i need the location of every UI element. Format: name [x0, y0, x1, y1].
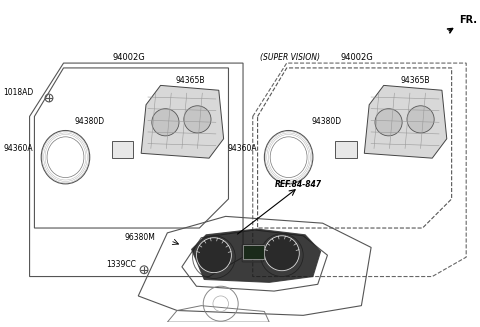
- Text: 94365B: 94365B: [175, 76, 204, 85]
- Circle shape: [407, 106, 434, 133]
- Text: 94360A: 94360A: [4, 144, 34, 153]
- Text: 94002G: 94002G: [340, 53, 373, 62]
- Circle shape: [375, 109, 402, 136]
- Text: 94002G: 94002G: [112, 53, 145, 62]
- Text: 1018AD: 1018AD: [3, 88, 34, 97]
- Circle shape: [264, 236, 300, 271]
- Text: 1339CC: 1339CC: [107, 260, 136, 269]
- FancyBboxPatch shape: [243, 246, 264, 259]
- Circle shape: [184, 106, 211, 133]
- FancyBboxPatch shape: [335, 141, 357, 158]
- Text: 96380M: 96380M: [125, 233, 156, 242]
- Circle shape: [152, 109, 179, 136]
- Polygon shape: [364, 85, 447, 158]
- Text: FR.: FR.: [459, 15, 478, 26]
- FancyBboxPatch shape: [112, 141, 133, 158]
- Text: 94380D: 94380D: [312, 117, 342, 126]
- Circle shape: [196, 238, 231, 273]
- Polygon shape: [141, 85, 224, 158]
- Text: 94360A: 94360A: [228, 144, 258, 153]
- Text: (SUPER VISION): (SUPER VISION): [260, 53, 320, 62]
- Text: REF.84-847: REF.84-847: [275, 180, 322, 189]
- Polygon shape: [192, 229, 321, 282]
- Text: 94380D: 94380D: [74, 117, 104, 126]
- Text: 94365B: 94365B: [400, 76, 430, 85]
